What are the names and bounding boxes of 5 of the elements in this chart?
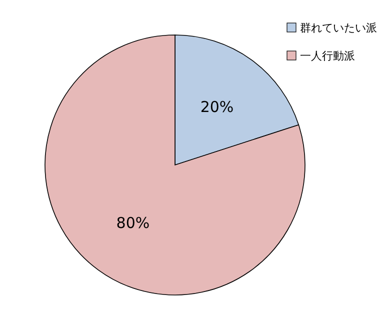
legend-label: 群れていたい派 [300,22,377,34]
data-label: 80% [116,214,150,232]
legend-label: 一人行動派 [300,50,355,62]
data-label: 20% [200,98,234,116]
pie-slice [44,34,306,296]
